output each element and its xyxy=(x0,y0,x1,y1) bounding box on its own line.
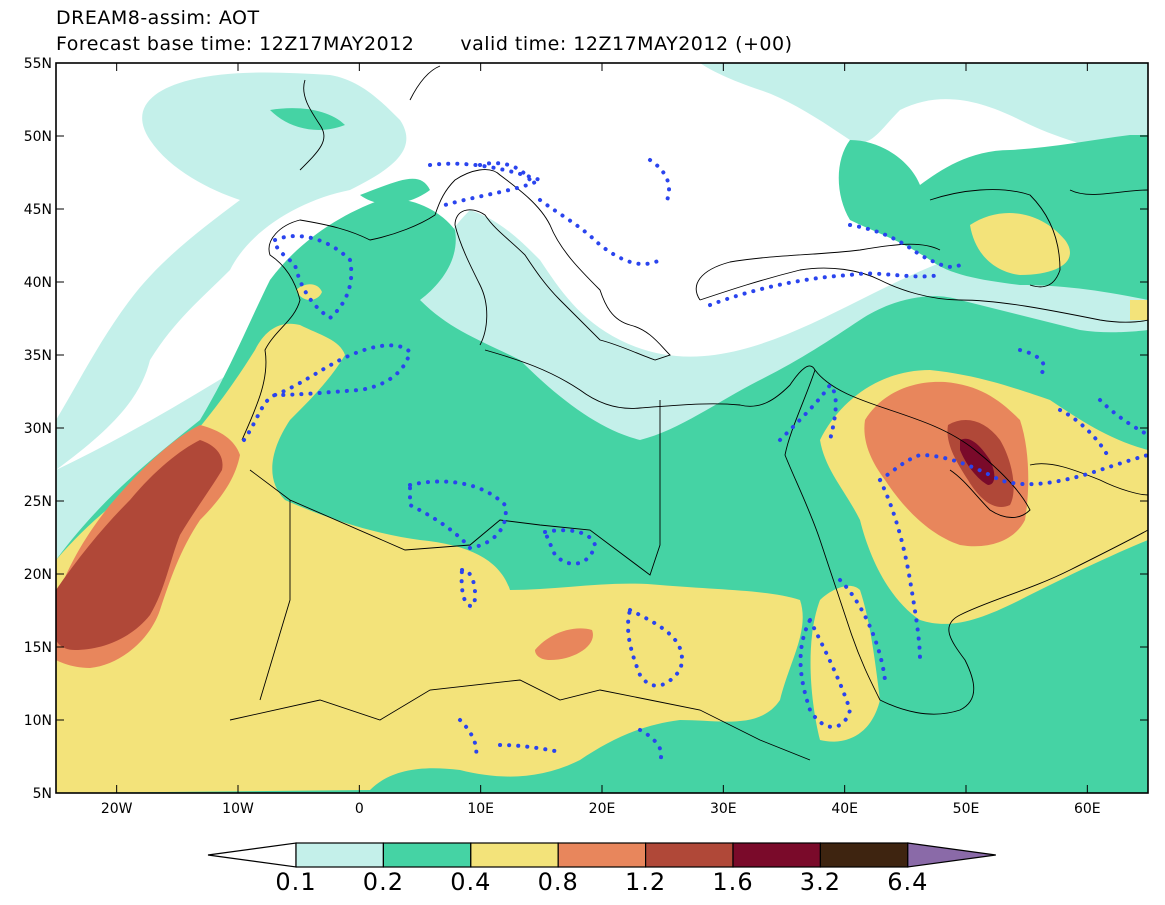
lat-label: 55N xyxy=(24,56,52,72)
colorbar-level-label: 0.2 xyxy=(362,868,404,896)
colorbar-level-label: 1.6 xyxy=(712,868,754,896)
colorbar-level-label: 1.2 xyxy=(625,868,667,896)
lat-label: 50N xyxy=(24,129,52,145)
coastlines xyxy=(229,65,1148,761)
colorbar-level-label: 0.4 xyxy=(450,868,492,896)
lat-label: 10N xyxy=(24,713,52,729)
valid-time: valid time: 12Z17MAY2012 (+00) xyxy=(460,33,793,55)
aot-field-1.6 xyxy=(960,438,995,485)
forecast-base-time: Forecast base time: 12Z17MAY2012 xyxy=(56,33,415,55)
dust-contours xyxy=(242,158,1148,762)
colorbar-swatch xyxy=(557,842,647,868)
colorbar-level-label: 0.8 xyxy=(537,868,579,896)
colorbar-swatch xyxy=(382,842,472,868)
lon-label: 40E xyxy=(831,801,858,817)
lat-label: 45N xyxy=(24,202,52,218)
colorbar-swatch xyxy=(470,842,559,868)
colorbar-level-label: 0.1 xyxy=(275,868,317,896)
colorbar-swatch xyxy=(644,842,734,868)
lon-label: 20W xyxy=(101,801,133,817)
aot-field-0.4 xyxy=(56,213,1148,793)
lat-label: 5N xyxy=(33,786,52,802)
lon-label: 50E xyxy=(953,801,980,817)
lat-label: 30N xyxy=(24,421,52,437)
lat-axis-labels: 55N 50N 45N 40N 35N 30N 25N 20N 15N 10N 5N xyxy=(24,56,52,802)
lon-label: 0 xyxy=(355,801,364,817)
colorbar-level-label: 3.2 xyxy=(799,868,841,896)
lat-label: 35N xyxy=(24,348,52,364)
colorbar-swatch xyxy=(819,842,909,868)
lon-label: 20E xyxy=(589,801,616,817)
aot-fields xyxy=(56,63,1148,793)
aot-field-0.8 xyxy=(56,381,1029,668)
lat-label: 40N xyxy=(24,275,52,291)
lat-label: 15N xyxy=(24,640,52,656)
map-ticks xyxy=(56,62,1148,794)
lon-label: 30E xyxy=(710,801,737,817)
lon-axis-labels: 20W 10W 0 10E 20E 30E 40E 50E 60E xyxy=(101,801,1101,817)
colorbar-swatch xyxy=(732,842,822,868)
lon-label: 10W xyxy=(222,801,254,817)
lat-label: 20N xyxy=(24,567,52,583)
colorbar-high-arrow xyxy=(907,842,996,868)
lat-label: 25N xyxy=(24,494,52,510)
colorbar-swatch xyxy=(295,842,385,868)
colorbar xyxy=(207,842,996,868)
colorbar-level-label: 6.4 xyxy=(887,868,929,896)
map-title: DREAM8-assim: AOT xyxy=(56,7,260,29)
forecast-time-line: Forecast base time: 12Z17MAY2012 valid ti… xyxy=(56,34,793,54)
lon-label: 60E xyxy=(1074,801,1101,817)
lon-label: 10E xyxy=(467,801,494,817)
colorbar-low-arrow xyxy=(207,842,297,868)
